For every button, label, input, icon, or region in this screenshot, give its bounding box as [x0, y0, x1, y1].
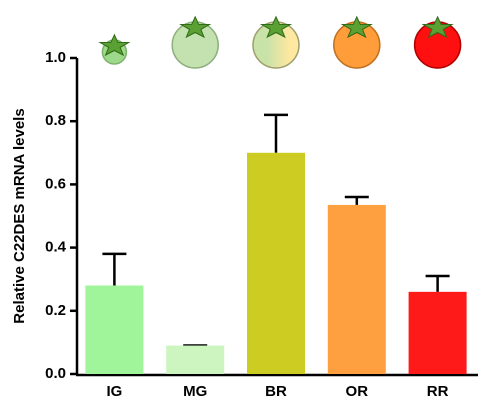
- y-tick-label: 0.2: [45, 302, 66, 319]
- y-tick-label: 0.0: [45, 365, 66, 382]
- y-tick-label: 1.0: [45, 49, 66, 66]
- y-tick-label: 0.8: [45, 112, 66, 129]
- chart: Relative C22DES mRNA levels 0.0 0.2 0.4 0.6…: [0, 0, 480, 405]
- x-tick-label: RR: [427, 383, 449, 400]
- y-tick-label: 0.6: [45, 175, 66, 192]
- bar: [409, 292, 467, 374]
- bar: [328, 205, 386, 374]
- bar: [247, 153, 305, 374]
- x-tick-label: OR: [346, 383, 369, 400]
- bar: [85, 286, 143, 374]
- bar: [166, 346, 224, 374]
- y-tick-label: 0.4: [45, 239, 67, 256]
- page: {"chart_data": {"type": "bar", "y_label"…: [0, 0, 480, 405]
- x-tick-label: BR: [265, 383, 287, 400]
- x-tick-label: MG: [183, 383, 207, 400]
- x-tick-label: IG: [106, 383, 122, 400]
- y-axis-label: Relative C22DES mRNA levels: [11, 108, 28, 323]
